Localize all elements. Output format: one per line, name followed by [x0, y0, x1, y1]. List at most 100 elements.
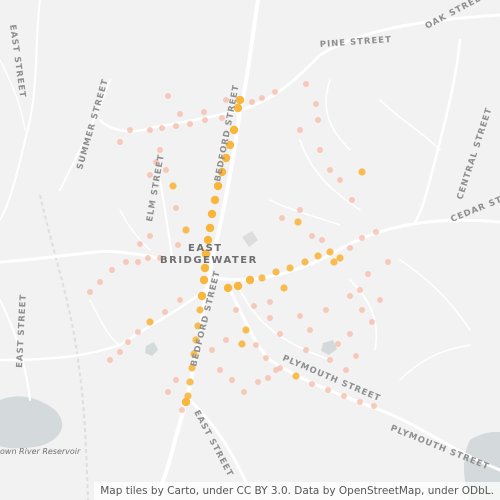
street-label: PINE STREET	[320, 35, 393, 50]
heat-point	[365, 271, 371, 277]
heat-point	[107, 357, 113, 363]
heat-point	[165, 93, 171, 99]
heat-point	[179, 407, 185, 413]
heat-point	[196, 306, 204, 314]
heat-point	[277, 331, 283, 337]
heat-point	[117, 139, 123, 145]
heat-point	[201, 249, 211, 259]
heat-point	[205, 223, 215, 233]
heat-point	[229, 377, 235, 383]
heat-point	[229, 125, 239, 135]
heat-point	[272, 268, 280, 276]
heat-point	[330, 258, 338, 266]
heat-point	[255, 379, 261, 385]
heat-point	[265, 375, 271, 381]
heat-point	[343, 367, 349, 373]
heat-point	[297, 127, 303, 133]
town-label-line1: EAST	[188, 243, 223, 254]
heat-point	[213, 181, 223, 191]
heat-point	[315, 117, 321, 123]
street-label: EAST STREET	[191, 409, 235, 479]
heat-point	[280, 284, 288, 292]
heat-point	[233, 307, 239, 313]
heat-point	[385, 259, 391, 265]
heat-point	[358, 168, 366, 176]
heat-point	[145, 255, 151, 261]
heat-point	[187, 121, 193, 127]
heat-point	[137, 241, 143, 247]
heat-point	[241, 389, 247, 395]
heat-point	[173, 123, 179, 129]
heat-point	[197, 291, 207, 301]
heat-point	[169, 182, 177, 190]
heat-point	[357, 287, 363, 293]
heat-point	[223, 283, 233, 293]
railway	[39, 194, 89, 500]
heat-point	[192, 336, 200, 344]
heat-point	[253, 342, 259, 348]
heat-point	[303, 81, 309, 87]
heat-point	[235, 95, 245, 105]
heat-point	[314, 252, 322, 260]
street-label: ELM STREET	[145, 153, 167, 222]
heat-point	[147, 172, 153, 178]
heat-point	[159, 125, 165, 131]
heat-point	[175, 242, 181, 248]
heat-point	[319, 237, 325, 243]
heat-point	[190, 350, 198, 358]
town-label-line2: BRIDGEWATER	[160, 255, 258, 266]
heat-point	[245, 275, 255, 285]
heat-point	[267, 299, 273, 305]
heat-point	[203, 235, 213, 245]
heat-point	[177, 297, 183, 303]
heat-point	[336, 254, 344, 262]
heat-point	[335, 341, 341, 347]
heat-point	[125, 339, 131, 345]
heat-point	[165, 389, 171, 395]
heat-point	[201, 109, 207, 115]
heat-point	[97, 279, 103, 285]
map-attribution[interactable]: Map tiles by Carto, under CC BY 3.0. Dat…	[94, 482, 500, 500]
heat-point	[242, 326, 250, 334]
heat-point	[267, 315, 273, 321]
heat-point	[225, 140, 235, 150]
heat-point	[109, 267, 115, 273]
heat-point	[233, 103, 243, 113]
heat-point	[163, 167, 169, 173]
heat-point	[117, 349, 123, 355]
heat-point	[173, 205, 179, 211]
heat-point	[182, 226, 190, 234]
heat-point	[349, 197, 355, 203]
heat-point	[359, 235, 365, 241]
heat-point	[359, 307, 365, 313]
heat-point	[209, 347, 215, 353]
heat-point	[286, 264, 294, 272]
heat-point	[210, 195, 220, 205]
reservoir	[0, 396, 63, 449]
heat-point	[326, 248, 334, 256]
heat-point	[347, 331, 353, 337]
street-label: EAST STREET	[15, 294, 29, 369]
heat-point	[297, 313, 303, 319]
heat-point	[327, 357, 333, 363]
heat-point	[369, 319, 375, 325]
pond-small	[145, 342, 158, 356]
heat-point	[194, 322, 202, 330]
heat-point	[357, 399, 363, 405]
heat-point	[219, 115, 225, 121]
heat-point	[303, 347, 309, 353]
heat-point	[279, 215, 285, 221]
heatmap-layer	[87, 81, 391, 413]
heat-point	[127, 127, 133, 133]
heat-point	[186, 378, 194, 386]
heat-point	[200, 263, 210, 273]
heat-point	[87, 289, 93, 295]
heat-point	[292, 372, 300, 380]
heat-point	[313, 101, 319, 107]
heat-point	[259, 95, 265, 101]
heat-point	[135, 259, 141, 265]
heat-point	[272, 89, 278, 95]
heat-point	[157, 255, 163, 261]
